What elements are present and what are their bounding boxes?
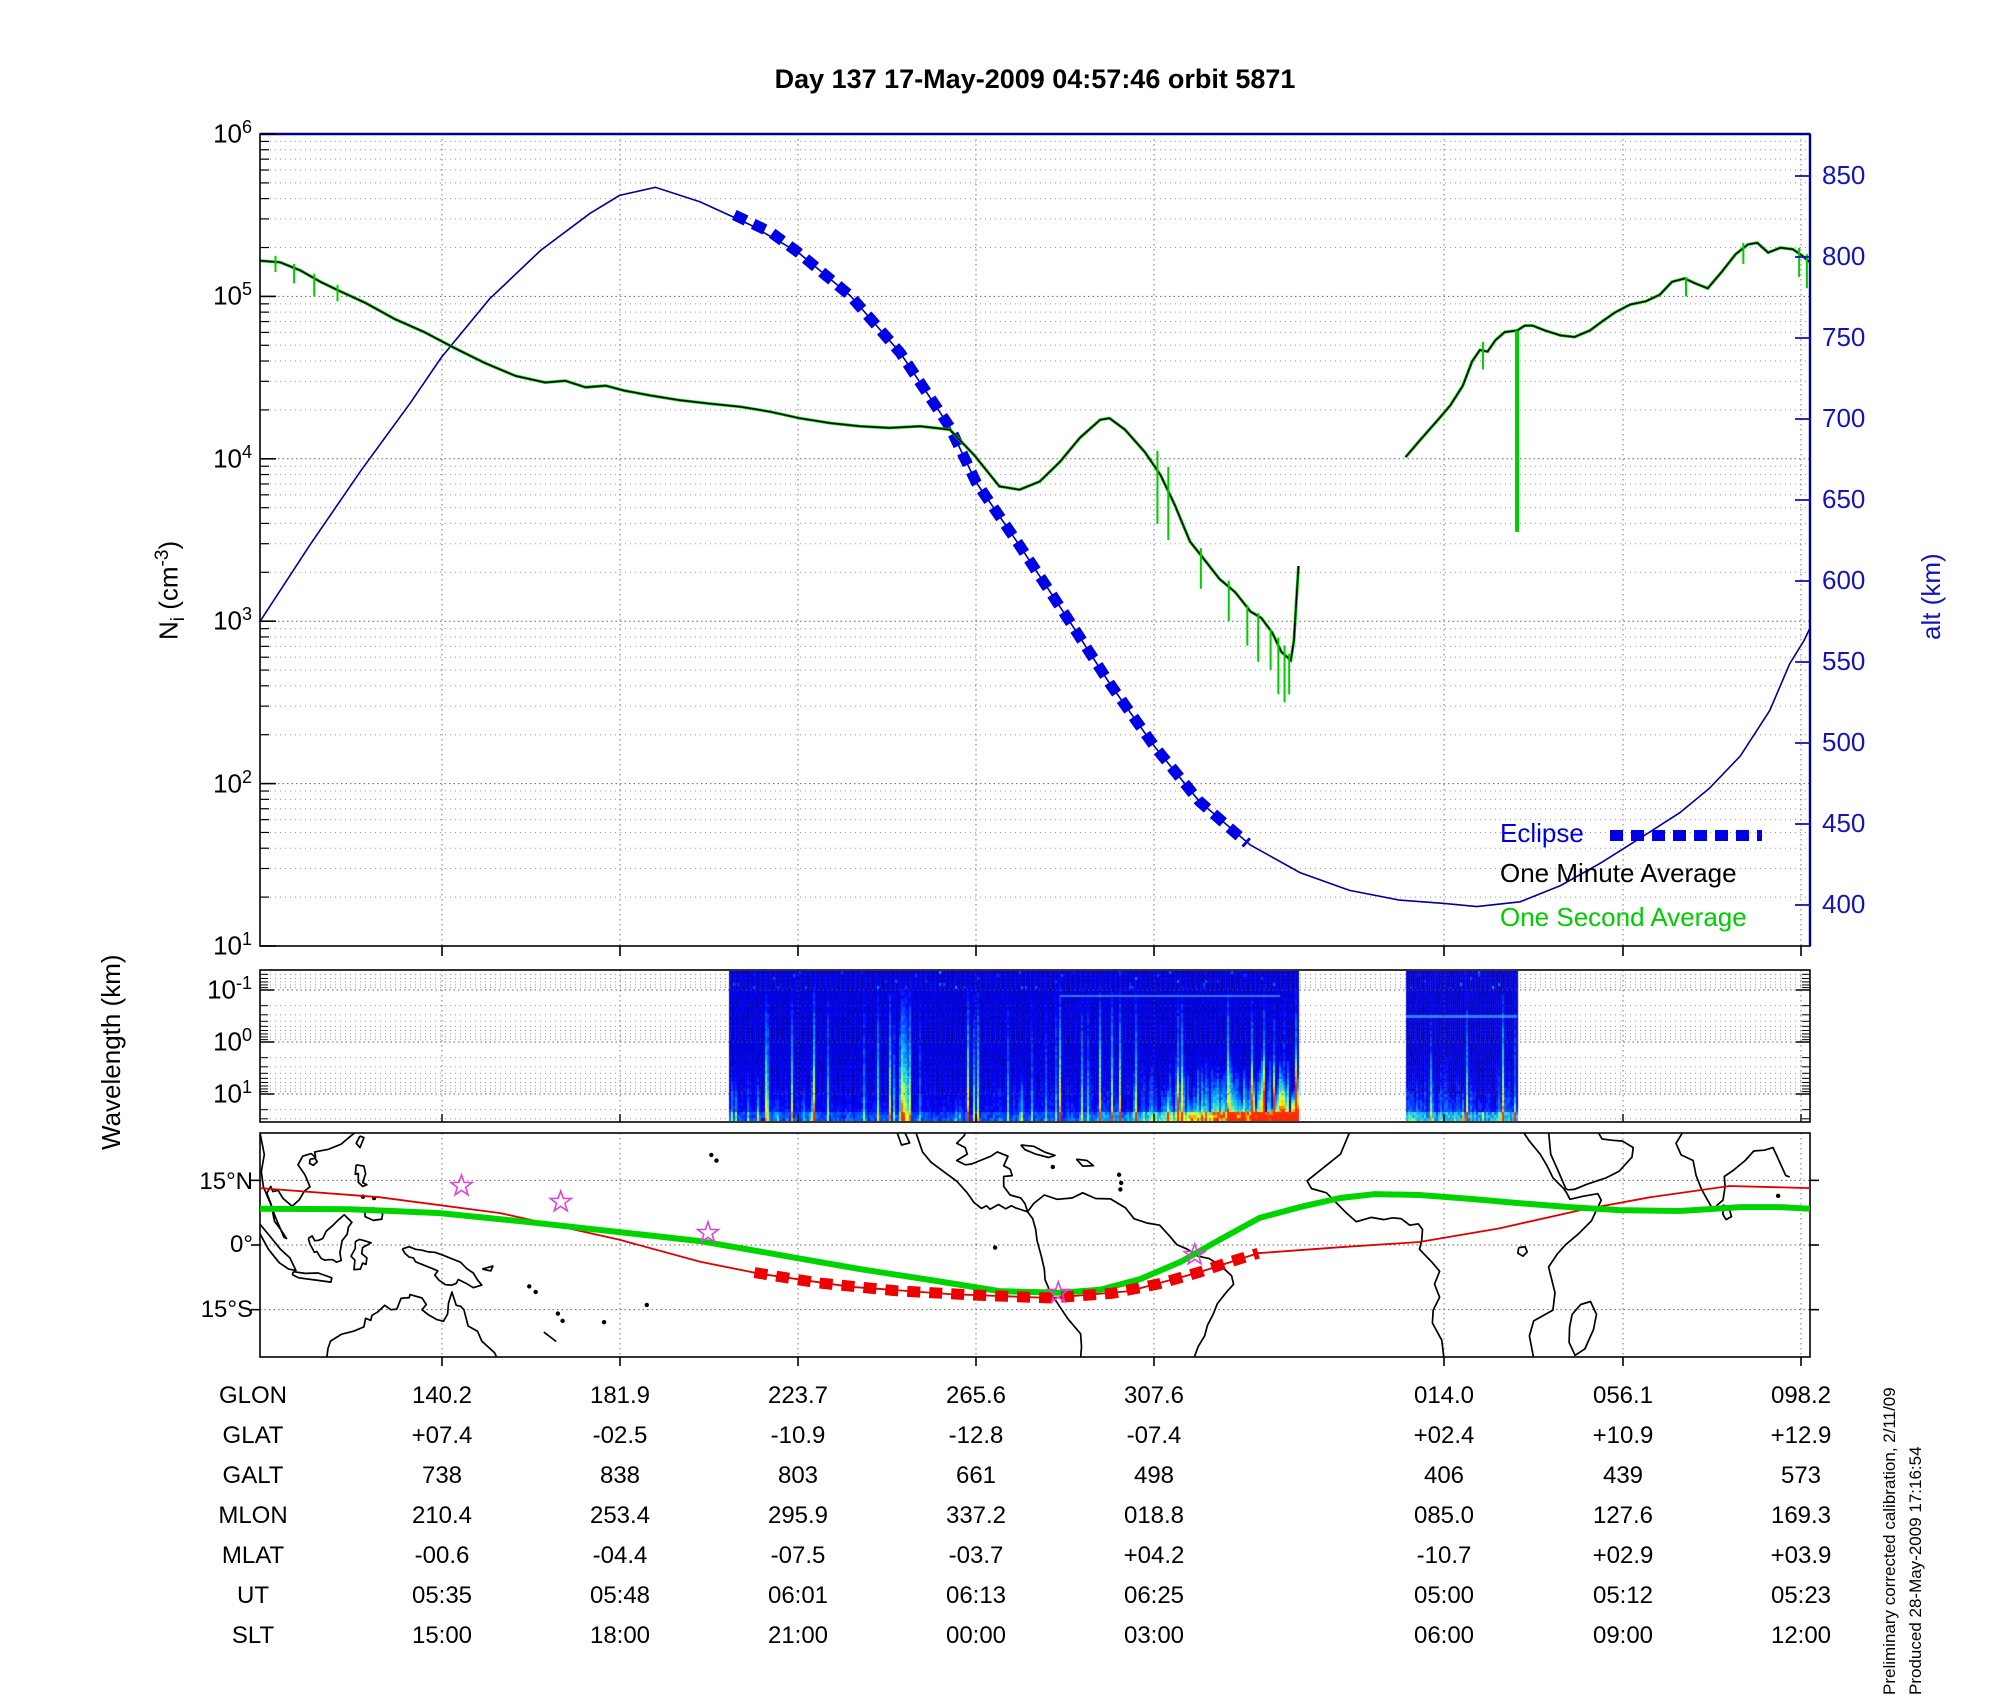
island-dot <box>644 1302 649 1308</box>
coastline <box>354 1163 368 1188</box>
star-marker <box>448 1172 475 1197</box>
star-marker <box>1045 1279 1072 1304</box>
map-content <box>260 1133 1810 1357</box>
island-dot <box>709 1152 714 1158</box>
coastline <box>1026 1211 1083 1357</box>
ground-track <box>260 1191 1810 1296</box>
star-marker <box>547 1188 574 1213</box>
island-dot <box>992 1245 998 1250</box>
eclipse-dashed-curve <box>731 209 1251 848</box>
island-dot <box>1775 1193 1781 1199</box>
coastline <box>1568 1300 1598 1357</box>
coastline <box>896 1133 911 1146</box>
star-marker <box>695 1219 721 1244</box>
island-dot <box>601 1319 607 1325</box>
one-second-average-curve-seg2 <box>1404 241 1810 459</box>
coastline <box>401 1245 483 1289</box>
coastline <box>1306 1133 1445 1357</box>
coastline <box>350 1238 372 1271</box>
coastline <box>307 1213 353 1264</box>
top-panel-curves <box>260 186 1810 908</box>
island-dot <box>1050 1164 1056 1170</box>
coastline <box>260 1223 297 1272</box>
altitude-curve <box>260 186 1810 908</box>
wavelength-spectrogram <box>261 971 1809 1121</box>
island-dot <box>1116 1172 1122 1177</box>
coastline <box>915 1133 1029 1213</box>
one-second-average-curve-seg1 <box>260 259 1300 664</box>
wavelength-panel-border <box>259 969 1811 1123</box>
coastline <box>1075 1158 1095 1167</box>
coastline <box>543 1331 557 1343</box>
coastline <box>481 1265 494 1272</box>
star-marker <box>1181 1241 1208 1266</box>
coastline <box>1516 1245 1529 1258</box>
island-dot <box>560 1318 565 1324</box>
coastline <box>355 1135 365 1149</box>
island-dot <box>555 1311 561 1316</box>
island-dot <box>714 1158 719 1163</box>
coastline <box>291 1270 333 1283</box>
island-dot <box>1118 1187 1123 1192</box>
coastline <box>1547 1133 1635 1191</box>
one-minute-average-curve-seg1 <box>260 259 1300 662</box>
island-dot <box>1119 1180 1124 1186</box>
coastline <box>260 1133 357 1240</box>
one-minute-average-curve-seg2 <box>1404 241 1810 458</box>
island-dot <box>533 1289 538 1295</box>
eclipse-ground-track <box>753 1247 1260 1304</box>
top-panel-border <box>259 133 1811 947</box>
coastline <box>1020 1144 1056 1159</box>
coastline <box>1675 1133 1790 1211</box>
coastline <box>1026 1191 1235 1357</box>
coastline <box>326 1291 498 1357</box>
island-dot <box>527 1284 532 1289</box>
coastline <box>308 1157 319 1167</box>
